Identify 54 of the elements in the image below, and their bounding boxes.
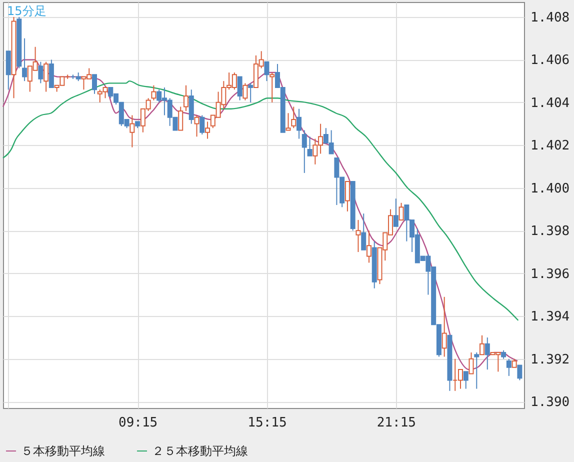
x-tick-label: 15:15 [248,416,287,430]
candlestick [393,198,398,227]
legend-label: ５本移動平均線 [21,444,105,458]
candlestick [188,89,194,124]
y-tick-label: 1.392 [530,352,570,368]
x-tick-label: 09:15 [118,416,158,430]
candlestick [291,106,296,129]
candlestick [344,180,350,212]
y-tick-label: 1.404 [530,96,570,111]
y-tick-label: 1.396 [530,266,570,282]
candlestick [474,352,480,390]
x-tick-label: 21:15 [376,416,416,430]
candlestick [22,38,28,82]
candlestick [205,121,210,140]
legend-label: ２５本移動平均線 [152,444,248,458]
candlestick [242,82,248,101]
y-tick-label: 1.398 [530,224,570,240]
candlestick [286,112,291,131]
candlestick [468,352,474,374]
y-tick-label: 1.408 [530,10,570,26]
candlestick [38,61,44,84]
annotation: 15分足 [7,4,46,18]
candlestick [442,296,447,358]
candlestick [307,136,312,156]
candlestick [6,50,11,90]
candlestick [398,202,404,220]
y-tick-label: 1.402 [530,138,570,154]
candlestick [366,230,372,264]
y-tick-label: 1.400 [530,181,570,196]
y-tick-label: 1.406 [530,53,570,68]
candlestick [356,219,361,253]
y-tick-label: 1.390 [530,395,570,410]
candlestick [151,84,156,101]
candlestick [296,108,302,140]
candlestick [200,114,205,135]
candlestick [183,84,188,112]
candlestick [194,114,200,138]
candlestick [48,59,54,88]
candlestick [178,106,184,131]
candlestick [517,364,522,381]
candlestick [264,61,270,82]
candlestick [463,371,468,390]
candlestick [270,72,275,103]
candlestick [361,213,366,250]
candlestick [484,336,490,370]
candlestick [248,82,254,103]
candlestick [92,74,97,94]
candlestick [480,334,485,356]
candlestick [237,76,242,101]
candlestick [130,114,135,148]
candlestick [302,130,307,174]
candlestick [44,61,49,92]
y-tick-label: 1.394 [530,310,570,325]
candlestick [506,358,512,376]
